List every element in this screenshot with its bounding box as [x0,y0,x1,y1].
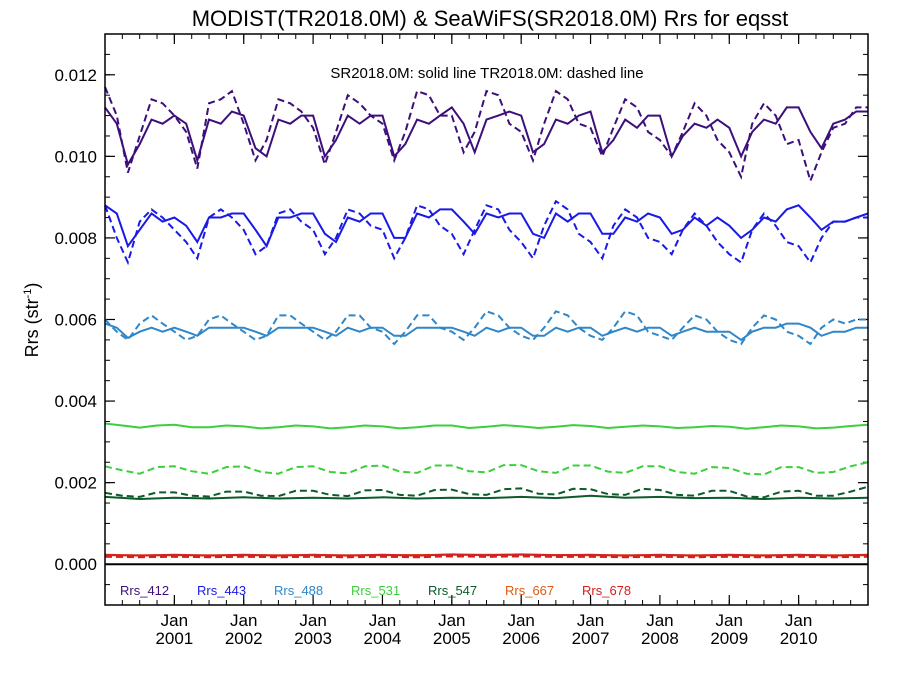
series-rrs-412 [104,86,868,184]
legend-item: Rrs_531 [351,583,400,598]
solid-line-rrs-678 [104,553,869,557]
chart-title: MODIST(TR2018.0M) & SeaWiFS(SR2018.0M) R… [192,6,789,31]
y-tick-label: 0.006 [54,311,97,330]
solid-line-rrs-531 [104,422,869,430]
x-tick-month: Jan [716,611,743,630]
solid-line-rrs-412 [104,106,868,168]
y-tick-label: 0.008 [54,229,97,248]
y-axis-label-text: Rrs (str [22,298,42,357]
x-tick-year: 2003 [294,629,332,648]
series-rrs-678 [104,553,869,559]
x-tick-month: Jan [577,611,604,630]
dashed-line-rrs-412 [104,86,868,184]
x-tick-month: Jan [438,611,465,630]
legend-item: Rrs_667 [505,583,554,598]
x-tick-month: Jan [785,611,812,630]
svg-text:Rrs (str-1): Rrs (str-1) [22,283,42,358]
dashed-line-rrs-531 [104,461,869,476]
x-tick-year: 2006 [502,629,540,648]
dashed-line-rrs-678 [104,555,869,559]
series-rrs-547 [104,485,869,501]
x-tick-year: 2009 [710,629,748,648]
dashed-line-rrs-547 [104,485,869,499]
line-style-note: SR2018.0M: solid line TR2018.0M: dashed … [330,65,643,82]
x-tick-month: Jan [299,611,326,630]
series-rrs-531 [104,422,869,476]
x-tick-year: 2008 [641,629,679,648]
solid-line-rrs-443 [104,204,869,249]
x-tick-month: Jan [646,611,673,630]
x-tick-month: Jan [507,611,534,630]
dashed-line-rrs-488 [104,310,868,346]
legend-item: Rrs_488 [274,583,323,598]
x-tick-month: Jan [230,611,257,630]
x-tick-month: Jan [369,611,396,630]
y-tick-label: 0.012 [54,66,97,85]
y-tick-label: 0.004 [54,392,97,411]
solid-line-rrs-547 [104,494,869,501]
series-rrs-488 [104,310,868,346]
y-tick-label: 0.000 [54,555,97,574]
legend: Rrs_412 Rrs_443 Rrs_488 Rrs_531 Rrs_547 Rrs_6… [120,583,631,598]
x-tick-month: Jan [161,611,188,630]
dashed-line-rrs-443 [104,199,868,266]
legend-item: Rrs_443 [197,583,246,598]
x-tick-year: 2004 [364,629,402,648]
x-tick-year: 2010 [780,629,818,648]
x-tick-year: 2005 [433,629,471,648]
y-tick-label: 0.002 [54,474,97,493]
series-group [104,86,869,559]
x-tick-year: 2002 [225,629,263,648]
legend-item: Rrs_678 [582,583,631,598]
y-tick-label: 0.010 [54,147,97,166]
legend-item: Rrs_547 [428,583,477,598]
legend-item: Rrs_412 [120,583,169,598]
x-tick-year: 2001 [155,629,193,648]
x-tick-year: 2007 [572,629,610,648]
plot-frame [104,33,869,606]
y-axis-label-sup: -1 [22,289,34,299]
series-rrs-443 [104,199,869,266]
y-axis-label: Rrs (str-1) [22,283,42,358]
solid-line-rrs-488 [104,322,868,342]
